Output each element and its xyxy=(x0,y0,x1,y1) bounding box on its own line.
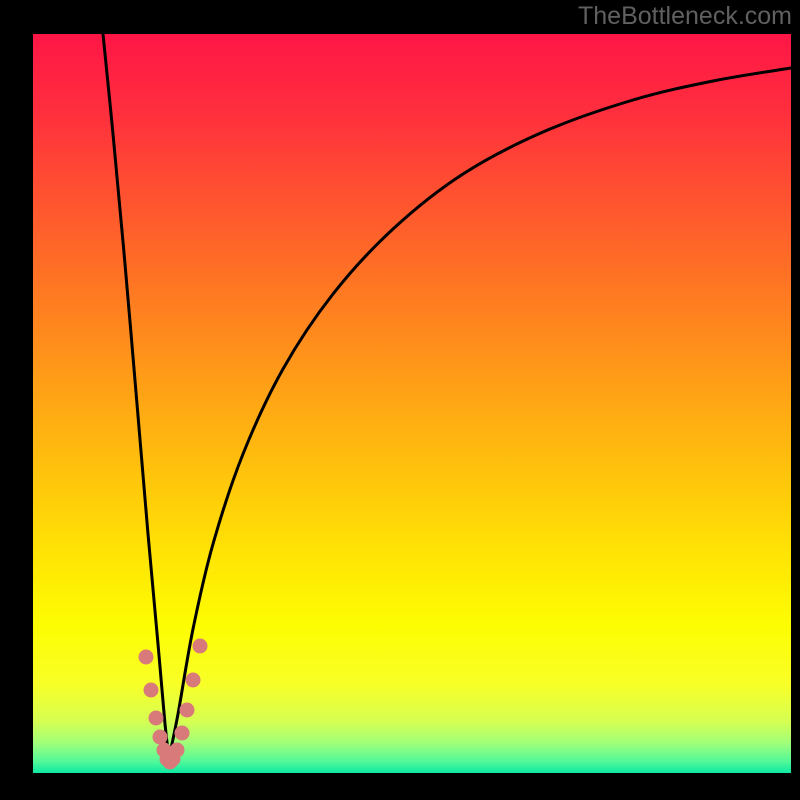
data-marker xyxy=(186,673,201,688)
data-marker xyxy=(180,703,195,718)
data-marker xyxy=(193,639,208,654)
outer-frame: TheBottleneck.com xyxy=(0,0,800,800)
data-marker xyxy=(170,743,185,758)
watermark-text: TheBottleneck.com xyxy=(578,2,792,31)
chart-svg xyxy=(33,34,791,773)
data-marker xyxy=(144,683,159,698)
data-marker xyxy=(175,726,190,741)
plot-area xyxy=(33,34,791,773)
data-marker xyxy=(139,650,154,665)
data-marker xyxy=(153,730,168,745)
data-marker xyxy=(149,711,164,726)
